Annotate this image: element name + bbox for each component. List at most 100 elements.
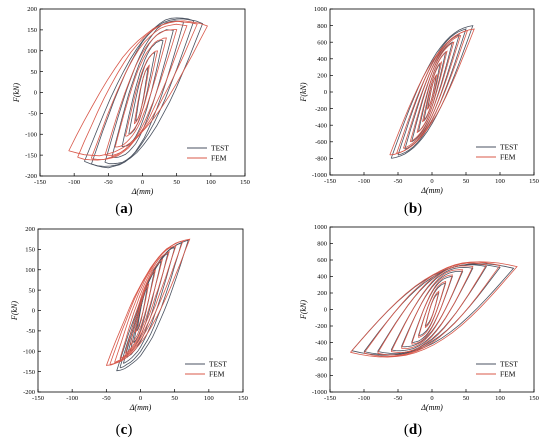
x-tick-label: -100 [68,179,80,186]
x-tick-label: 50 [171,395,178,402]
x-tick-label: 100 [206,179,216,186]
y-tick-label: 600 [317,257,327,264]
caption-open-paren: ( [403,422,409,438]
x-tick-label: -150 [34,179,46,186]
y-tick-label: 800 [317,241,327,248]
panel-caption-c: (c) [84,422,164,439]
hysteresis-loop [68,20,208,157]
y-tick-label: 200 [27,6,37,13]
y-tick-label: 0 [34,90,37,97]
y-tick-label: 0 [324,89,327,96]
hysteresis-loop [77,20,198,161]
x-tick-label: 0 [430,178,433,185]
series-fem [389,28,475,156]
caption-close-paren: ) [417,422,423,438]
chart-panel-a: -150 -100 -50 0 50 100 150-200-150-100-5005010… [12,6,250,196]
x-tick-label: 100 [495,395,505,402]
hysteresis-loop [389,28,475,156]
caption-letter: c [120,422,128,438]
y-tick-label: -400 [315,122,327,129]
legend-label-fem: FEM [500,370,516,379]
y-tick-label: -150 [23,369,35,376]
series-fem [68,20,208,161]
x-tick-label: -50 [102,395,111,402]
x-tick-label: 50 [463,178,470,185]
x-tick-label: -150 [324,178,336,185]
y-tick-label: 100 [25,267,35,274]
panel-caption-a: (a) [84,201,164,218]
series-test [390,25,474,159]
y-tick-label: -150 [25,152,37,159]
series-fem [350,261,518,358]
x-tick-label: 150 [238,395,248,402]
chart-panel-d: -150 -100 -50 0 50 100 150 -1000 -800 -600 -400 -20… [299,224,539,412]
series-layer [68,17,208,169]
y-tick-label: 200 [317,73,327,80]
x-axis-label: Δ(mm) [420,403,443,412]
series-fem [105,238,191,366]
y-axis-label: F(kN) [299,300,308,320]
hysteresis-loop [426,74,438,110]
hysteresis-loop [401,269,464,349]
y-tick-label: 400 [317,56,327,63]
hysteresis-loop [121,39,164,148]
hysteresis-loop [396,29,469,154]
x-tick-label: 0 [139,395,142,402]
y-tick-label: 50 [31,69,38,76]
x-tick-label: -100 [358,395,370,402]
y-tick-label: 150 [25,247,35,254]
y-tick-label: -1000 [312,172,327,179]
legend-label-fem: FEM [209,370,225,379]
hysteresis-loop [134,283,150,333]
legend-label-fem: FEM [211,154,227,163]
hysteresis-loop [114,244,177,363]
y-tick-label: -50 [28,111,37,118]
hysteresis-loop [125,258,164,354]
y-tick-label: -600 [315,356,327,363]
x-tick-label: -150 [324,395,336,402]
hysteresis-loop [350,261,518,358]
legend-label-test: TEST [209,360,227,369]
series-test [84,17,204,169]
y-tick-label: 100 [27,48,37,55]
series-layer [350,261,518,358]
y-tick-label: 200 [317,290,327,297]
x-tick-label: -50 [394,178,403,185]
y-tick-label: -600 [315,139,327,146]
x-tick-label: 150 [529,178,539,185]
y-axis-label: F(kN) [10,301,19,321]
x-tick-label: -150 [32,395,44,402]
y-tick-label: -800 [315,373,327,380]
hysteresis-loop [84,18,204,167]
hysteresis-loop [411,274,453,345]
hysteresis-loop [129,260,162,352]
hysteresis-loop [411,41,454,143]
y-tick-label: -1000 [312,389,327,396]
hysteresis-loop [409,41,455,143]
hysteresis-loop [416,50,448,134]
y-tick-label: 1000 [314,6,327,13]
x-tick-label: 100 [495,178,505,185]
x-tick-label: -50 [394,395,403,402]
x-tick-label: -50 [104,179,113,186]
y-tick-label: -200 [315,323,327,330]
caption-letter: d [408,422,418,438]
hysteresis-loop [125,50,159,137]
x-axis-label: Δ(mm) [131,187,154,196]
y-tick-label: 600 [317,39,327,46]
x-tick-label: -100 [66,395,78,402]
y-tick-label: -200 [23,389,35,396]
series-test [116,239,189,372]
y-tick-label: 0 [324,307,327,314]
hysteresis-loop [422,60,443,123]
legend-label-fem: FEM [500,153,516,162]
hysteresis-loop [109,240,184,366]
y-tick-label: -50 [26,328,35,335]
panel-caption-b: (b) [373,201,453,218]
hysteresis-loop [90,23,188,161]
hysteresis-loop [116,239,189,372]
y-tick-label: 200 [25,226,35,233]
caption-open-paren: ( [403,201,409,217]
hysteresis-loop [129,269,156,346]
caption-open-paren: ( [115,201,121,217]
